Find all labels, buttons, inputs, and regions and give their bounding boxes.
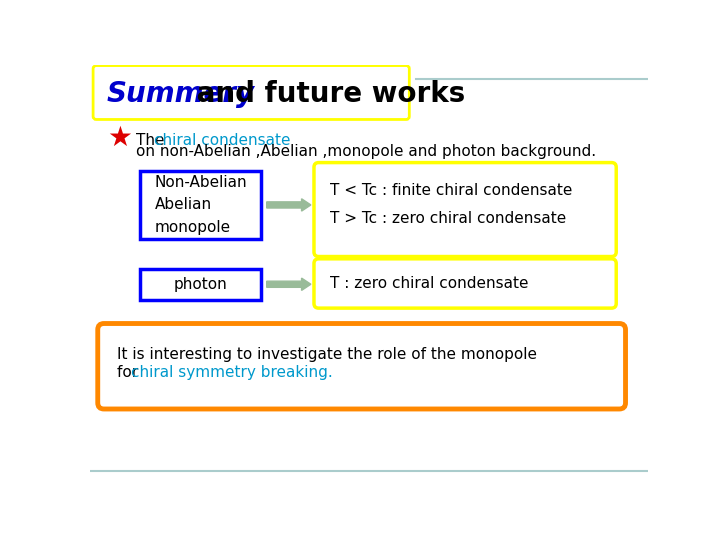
Text: on non-Abelian ,Abelian ,monopole and photon background.: on non-Abelian ,Abelian ,monopole and ph… bbox=[137, 144, 597, 159]
FancyBboxPatch shape bbox=[140, 171, 261, 239]
FancyBboxPatch shape bbox=[314, 259, 616, 308]
Text: chiral symmetry breaking.: chiral symmetry breaking. bbox=[131, 365, 333, 380]
Text: Summery: Summery bbox=[107, 80, 255, 108]
Text: and future works: and future works bbox=[187, 80, 465, 108]
FancyBboxPatch shape bbox=[140, 269, 261, 300]
Text: T > Tc : zero chiral condensate: T > Tc : zero chiral condensate bbox=[330, 211, 567, 226]
FancyBboxPatch shape bbox=[98, 323, 626, 409]
Text: for: for bbox=[117, 365, 143, 380]
FancyBboxPatch shape bbox=[93, 65, 409, 119]
Text: photon: photon bbox=[174, 276, 228, 292]
Text: T : zero chiral condensate: T : zero chiral condensate bbox=[330, 276, 528, 291]
Text: It is interesting to investigate the role of the monopole: It is interesting to investigate the rol… bbox=[117, 347, 537, 362]
Text: The: The bbox=[137, 132, 170, 147]
Polygon shape bbox=[266, 278, 311, 291]
Polygon shape bbox=[266, 199, 311, 211]
Text: Non-Abelian
Abelian
monopole: Non-Abelian Abelian monopole bbox=[155, 176, 247, 235]
Text: ★: ★ bbox=[107, 124, 132, 152]
Text: T < Tc : finite chiral condensate: T < Tc : finite chiral condensate bbox=[330, 183, 572, 198]
FancyBboxPatch shape bbox=[314, 163, 616, 256]
Text: chiral condensate: chiral condensate bbox=[153, 132, 290, 147]
